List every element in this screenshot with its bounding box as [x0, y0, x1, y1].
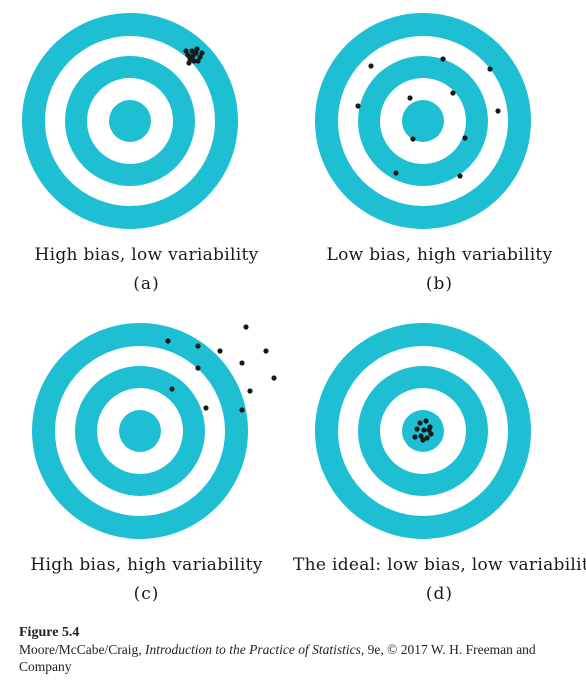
caption-d: The ideal: low bias, low variability	[293, 555, 586, 575]
bullseye	[402, 100, 444, 142]
shot-dot	[355, 103, 361, 109]
target-c	[32, 323, 277, 539]
target-d	[315, 323, 531, 539]
shot-dot	[239, 407, 245, 413]
shot-dot	[186, 60, 192, 66]
target-b	[315, 13, 531, 229]
panel-c: High bias, high variability (c)	[0, 310, 293, 620]
figure-title: Figure 5.4	[19, 625, 80, 640]
shot-dot	[203, 405, 209, 411]
panel-a: High bias, low variability (a)	[0, 0, 293, 310]
shot-dot	[450, 90, 456, 96]
target-a	[22, 13, 238, 229]
label-d: (d)	[425, 584, 454, 604]
shot-dot	[368, 63, 374, 69]
shot-dot	[414, 426, 420, 432]
shot-dot	[247, 388, 253, 394]
shot-dot	[263, 348, 269, 354]
shot-dot	[217, 348, 223, 354]
shot-dot	[424, 435, 430, 441]
shot-dot	[418, 433, 424, 439]
label-a: (a)	[133, 274, 160, 294]
shot-dot	[190, 53, 196, 59]
shot-dot	[426, 427, 432, 433]
shot-dot	[457, 173, 463, 179]
shot-dot	[191, 58, 197, 64]
shot-dot	[428, 431, 434, 437]
caption-b: Low bias, high variability	[326, 245, 553, 265]
credit-rest: , 9e, © 2017 W. H. Freeman and Company	[19, 642, 536, 674]
shot-dot	[194, 46, 200, 52]
shot-dot	[423, 418, 429, 424]
shot-dot	[417, 420, 423, 426]
shot-dot	[195, 58, 201, 64]
shot-dot	[195, 365, 201, 371]
shot-dot	[462, 135, 468, 141]
shot-dot	[420, 437, 426, 443]
shot-dot	[165, 338, 171, 344]
shot-dot	[407, 95, 413, 101]
label-c: (c)	[133, 584, 160, 604]
shot-dot	[440, 56, 446, 62]
panel-d: The ideal: low bias, low variability (d)	[293, 310, 586, 620]
caption-c: High bias, high variability	[30, 555, 263, 575]
shot-dot	[495, 108, 501, 114]
figure-footer: Figure 5.4 Moore/McCabe/Craig, Introduct…	[19, 624, 579, 675]
shot-dot	[169, 386, 175, 392]
shot-dot	[239, 360, 245, 366]
figure-credit: Moore/McCabe/Craig, Introduction to the …	[19, 641, 579, 675]
shot-dot	[393, 170, 399, 176]
panel-b: Low bias, high variability (b)	[293, 0, 586, 310]
shot-dot	[199, 50, 205, 56]
shot-dot	[197, 54, 203, 60]
shot-dot	[421, 427, 427, 433]
shot-dot	[183, 48, 189, 54]
shot-dot	[189, 48, 195, 54]
shot-dot	[185, 52, 191, 58]
credit-book: Introduction to the Practice of Statisti…	[144, 642, 361, 657]
shot-dot	[487, 66, 493, 72]
shot-dot	[271, 375, 277, 381]
credit-authors: Moore/McCabe/Craig,	[19, 642, 145, 657]
bullseye	[109, 100, 151, 142]
shot-dot	[195, 343, 201, 349]
shot-dot	[412, 434, 418, 440]
label-b: (b)	[425, 274, 454, 294]
bullseye	[119, 410, 161, 452]
shot-dot	[410, 136, 416, 142]
caption-a: High bias, low variability	[34, 245, 259, 265]
shot-dot	[243, 324, 249, 330]
